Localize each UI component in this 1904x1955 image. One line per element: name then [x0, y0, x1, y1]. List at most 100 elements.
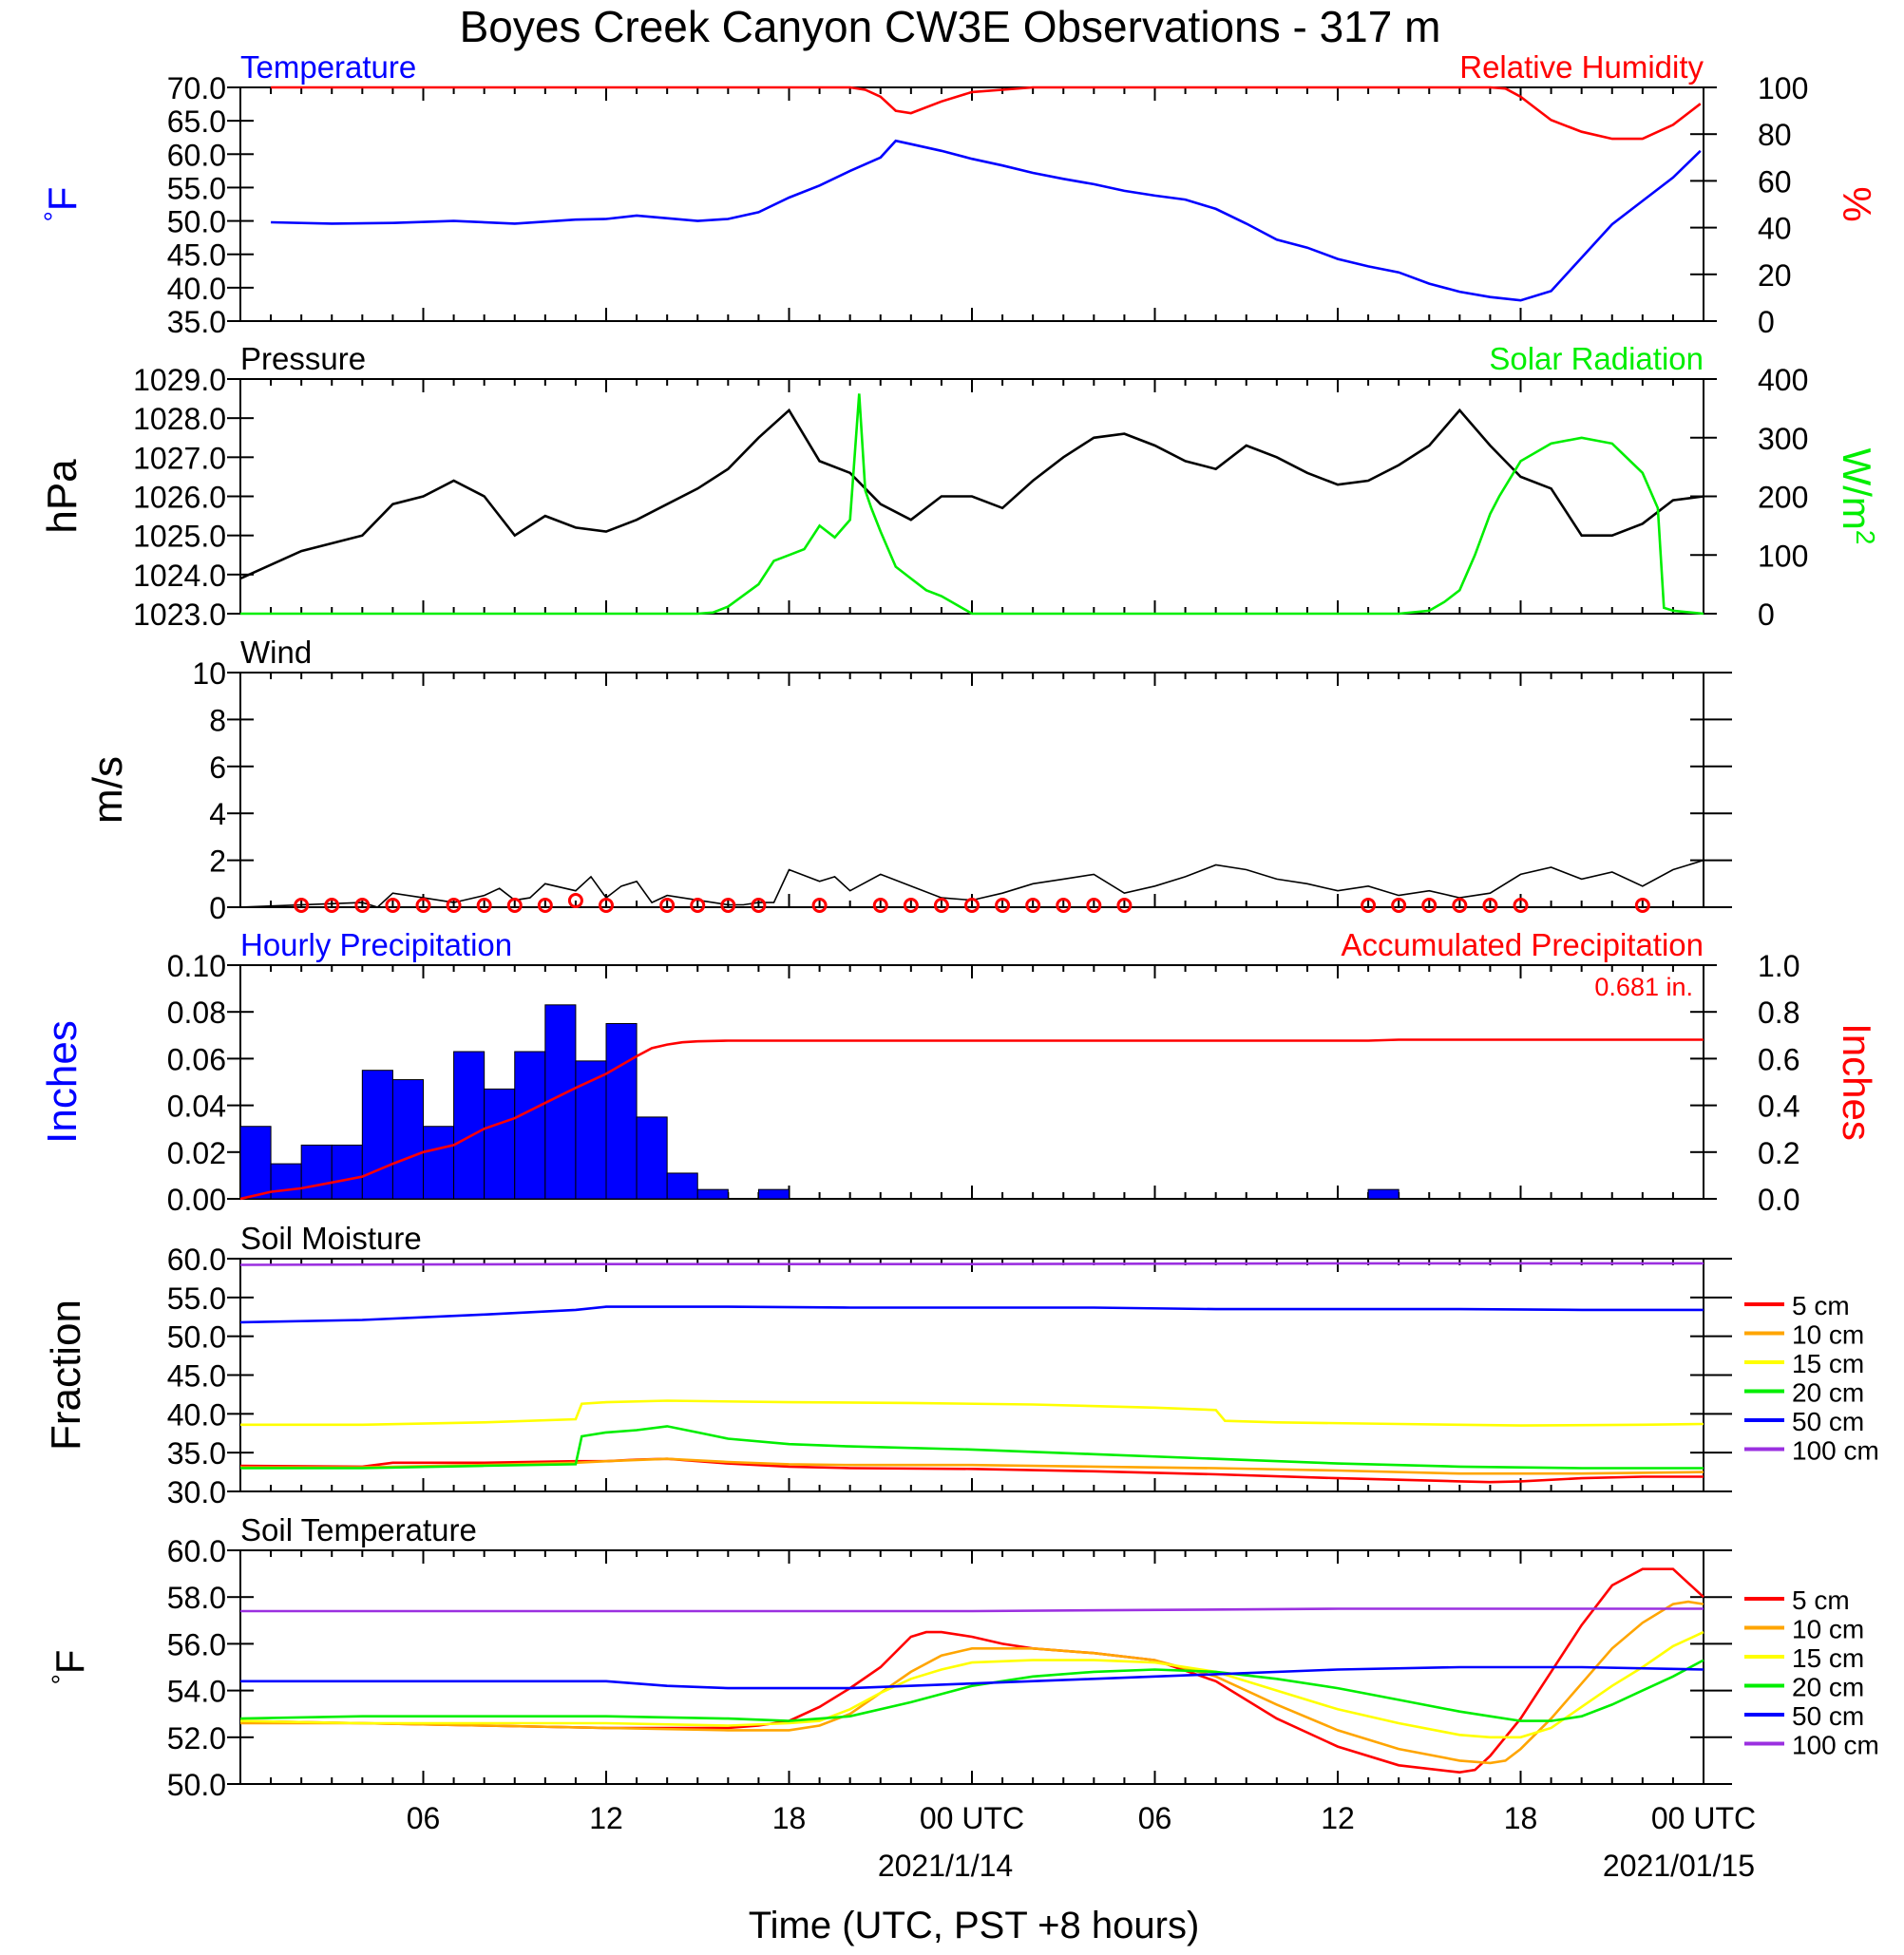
- x-tick-label: 06: [407, 1801, 441, 1835]
- y-tick-label: 0.04: [167, 1090, 226, 1124]
- x-tick-label: 06: [1138, 1801, 1172, 1835]
- precip-bar: [484, 1088, 516, 1200]
- y-tick-label: 45.0: [167, 238, 226, 273]
- calm-wind-marker: [567, 893, 583, 909]
- x-tick-label: 18: [772, 1801, 807, 1835]
- y-tick-label: 8: [209, 703, 226, 737]
- series-5-cm: [239, 1567, 1704, 1775]
- y-tick-label: 1029.0: [133, 363, 226, 397]
- calm-wind-marker: [1056, 898, 1072, 913]
- y-tick-label-right: 0: [1758, 598, 1775, 632]
- y-tick-label-right: 200: [1758, 481, 1808, 515]
- series-wind-speed: [239, 859, 1704, 908]
- x-tick-label: 00 UTC: [1651, 1801, 1756, 1835]
- precip-bar: [423, 1126, 455, 1200]
- precip-bar: [453, 1051, 486, 1200]
- y-tick-label-right: 100: [1758, 539, 1808, 573]
- y-tick-label: 1027.0: [133, 441, 226, 475]
- legend-label: 10 cm: [1792, 1615, 1864, 1644]
- series-accumulated-precipitation: [239, 1038, 1704, 1201]
- y-tick-label-right: 0: [1758, 305, 1775, 339]
- y-tick-label: 1023.0: [133, 598, 226, 632]
- chart-title: Boyes Creek Canyon CW3E Observations - 3…: [460, 2, 1441, 51]
- y-tick-label: 10: [192, 656, 226, 691]
- y-axis-label-left: m/s: [85, 756, 131, 824]
- panel-title-left: Wind: [240, 635, 312, 670]
- precip-bar: [757, 1188, 790, 1200]
- calm-wind-marker: [1482, 898, 1498, 913]
- y-tick-label: 52.0: [167, 1721, 226, 1756]
- calm-wind-marker: [690, 898, 706, 913]
- date-label-1: 2021/1/14: [878, 1849, 1013, 1883]
- panel-pressure_solar: 1023.0 1024.0 1025.0 1026.0 1027.0 1028.0 1029…: [39, 341, 1880, 632]
- y-tick-label: 1028.0: [133, 402, 226, 436]
- panel-title-left: Soil Temperature: [240, 1512, 477, 1547]
- y-tick-label-right: 80: [1758, 118, 1792, 152]
- series-100-cm: [239, 1262, 1704, 1266]
- y-tick-label: 0.08: [167, 996, 226, 1030]
- y-tick-label-right: 100: [1758, 71, 1808, 105]
- calm-wind-marker: [659, 898, 676, 913]
- calm-wind-marker: [1452, 898, 1468, 913]
- precip-bar: [391, 1079, 424, 1200]
- x-tick-label: 18: [1504, 1801, 1538, 1835]
- series-solar-radiation: [240, 393, 1704, 616]
- series-15-cm: [240, 1399, 1704, 1427]
- y-axis-label-right: Inches: [1835, 1023, 1879, 1141]
- series-temperature: [271, 139, 1702, 302]
- precip-bar: [239, 1126, 272, 1200]
- calm-wind-marker: [446, 898, 462, 913]
- precip-bar: [1367, 1188, 1399, 1200]
- x-tick-label: 12: [1321, 1801, 1355, 1835]
- panel-title-right: Accumulated Precipitation: [1341, 927, 1704, 962]
- y-tick-label: 58.0: [167, 1581, 226, 1615]
- y-tick-label: 1025.0: [133, 520, 226, 554]
- series-20-cm: [239, 1659, 1704, 1722]
- series-relative-humidity: [271, 85, 1702, 141]
- y-tick-label: 60.0: [167, 1534, 226, 1568]
- plot-frame: [239, 1258, 1704, 1492]
- legend-label: 50 cm: [1792, 1701, 1864, 1731]
- y-tick-label: 35.0: [167, 1436, 226, 1471]
- panel-title-right: Solar Radiation: [1489, 341, 1704, 376]
- legend-label: 100 cm: [1792, 1731, 1879, 1760]
- legend-label: 5 cm: [1792, 1291, 1850, 1320]
- y-tick-label: 54.0: [167, 1675, 226, 1709]
- calm-wind-marker: [476, 898, 492, 913]
- calm-wind-marker: [1025, 898, 1041, 913]
- date-label-2: 2021/01/15: [1603, 1849, 1755, 1883]
- y-tick-label-right: 20: [1758, 258, 1792, 293]
- y-tick-label: 0: [209, 891, 226, 925]
- precip-bar: [636, 1116, 668, 1200]
- y-tick-label: 50.0: [167, 205, 226, 239]
- precip-bar: [605, 1023, 638, 1200]
- panel-title-left: Temperature: [240, 49, 416, 85]
- y-tick-label-right: 400: [1758, 363, 1808, 397]
- legend-label: 20 cm: [1792, 1673, 1864, 1702]
- y-tick-label: 50.0: [167, 1768, 226, 1802]
- calm-wind-marker: [1361, 898, 1377, 913]
- y-tick-label: 1026.0: [133, 481, 226, 515]
- calm-wind-marker: [1086, 898, 1102, 913]
- series-pressure: [239, 408, 1704, 580]
- calm-wind-marker: [933, 898, 949, 913]
- legend-label: 15 cm: [1792, 1349, 1864, 1378]
- y-tick-label: 0.02: [167, 1136, 226, 1170]
- series-10-cm: [240, 1600, 1704, 1765]
- plot-frame: [239, 86, 1704, 322]
- y-tick-label-right: 300: [1758, 422, 1808, 456]
- y-tick-label: 1024.0: [133, 559, 226, 593]
- series-50-cm: [239, 1305, 1704, 1324]
- panel-title-left: Hourly Precipitation: [240, 927, 512, 962]
- y-tick-label-right: 60: [1758, 164, 1792, 199]
- y-tick-label: 40.0: [167, 272, 226, 306]
- precip-bar: [361, 1070, 393, 1200]
- calm-wind-marker: [751, 898, 767, 913]
- legend-label: 20 cm: [1792, 1378, 1864, 1408]
- y-axis-label-left: °F: [47, 1650, 92, 1685]
- legend-label: 100 cm: [1792, 1436, 1879, 1466]
- y-tick-label: 65.0: [167, 104, 226, 139]
- series-20-cm: [240, 1425, 1704, 1470]
- precip-bar: [544, 1004, 577, 1200]
